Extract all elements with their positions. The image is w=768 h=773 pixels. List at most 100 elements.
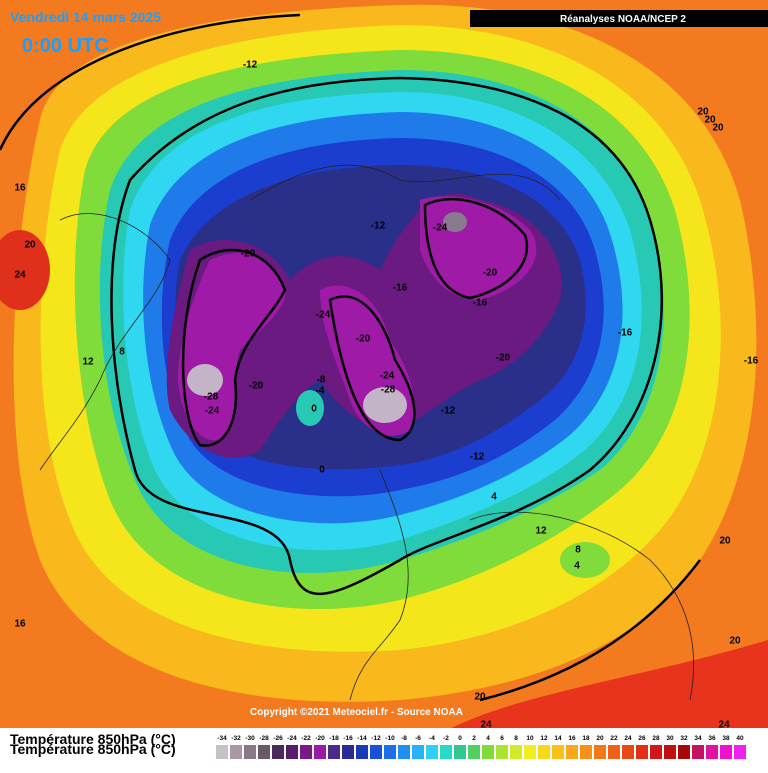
colorbar-label: 24 xyxy=(624,735,632,742)
colorbar-cell xyxy=(440,745,452,759)
colorbar-label: -14 xyxy=(357,735,367,742)
contour-label: -12 xyxy=(371,221,386,232)
colorbar-label: 2 xyxy=(472,735,476,742)
colorbar-label: 28 xyxy=(652,735,660,742)
contour-label: 16 xyxy=(14,619,26,630)
colorbar-cell xyxy=(272,745,284,759)
colorbar-cell xyxy=(412,745,424,759)
contour-label: -16 xyxy=(473,298,488,309)
contour-label: 20 xyxy=(474,692,486,703)
colorbar-label: 14 xyxy=(554,735,562,742)
colorbar-cell xyxy=(706,745,718,759)
colorbar-cell xyxy=(216,745,228,759)
colorbar-cell xyxy=(720,745,732,759)
colorbar-cell xyxy=(286,745,298,759)
contour-label: -16 xyxy=(393,283,408,294)
colorbar-cell xyxy=(342,745,354,759)
colorbar-label: 12 xyxy=(540,735,548,742)
colorbar-cell xyxy=(398,745,410,759)
colorbar-cell xyxy=(328,745,340,759)
colorbar-label: -28 xyxy=(259,735,269,742)
colorbar-cell xyxy=(594,745,606,759)
colorbar-label: 10 xyxy=(526,735,534,742)
colorbar-cell xyxy=(664,745,676,759)
contour-label: 16 xyxy=(14,183,26,194)
date-text: Vendredi 14 mars 2025 xyxy=(10,9,161,25)
zone-green-pocket xyxy=(560,542,610,578)
colorbar-cell xyxy=(552,745,564,759)
contour-label: -20 xyxy=(241,249,256,260)
colorbar-cell xyxy=(580,745,592,759)
colorbar-label: -30 xyxy=(245,735,255,742)
contour-label: -12 xyxy=(470,452,485,463)
contour-label: -16 xyxy=(618,328,633,339)
contour-label: 20 xyxy=(697,107,709,118)
colorbar-cell xyxy=(356,745,368,759)
colorbar-cell xyxy=(384,745,396,759)
contour-label: 20 xyxy=(704,115,716,126)
colorbar-label: 36 xyxy=(708,735,716,742)
colorbar-label: 22 xyxy=(610,735,618,742)
colorbar-cell xyxy=(678,745,690,759)
colorbar-cell xyxy=(258,745,270,759)
contours xyxy=(0,13,701,702)
zone-coldest-center xyxy=(363,387,407,423)
contour-label: -12 xyxy=(243,60,258,71)
contour-label: 20 xyxy=(729,636,741,647)
contour-label: 20 xyxy=(719,536,731,547)
contour-label: -28 xyxy=(204,392,219,403)
contour-label: 20 xyxy=(712,123,724,134)
colorbar-label: 16 xyxy=(568,735,576,742)
contour-label: 4 xyxy=(491,492,497,503)
colorbar-cell xyxy=(608,745,620,759)
colorbar-label: -34 xyxy=(217,735,227,742)
colorbar-cell xyxy=(636,745,648,759)
colorbar-label: -8 xyxy=(401,735,407,742)
contour-label: 8 xyxy=(575,545,581,556)
colorbar-cell xyxy=(622,745,634,759)
colorbar-cell xyxy=(370,745,382,759)
colorbar-cell xyxy=(692,745,704,759)
contour-label: -20 xyxy=(356,334,371,345)
contour-label: 12 xyxy=(82,357,94,368)
colorbar-label: 26 xyxy=(638,735,646,742)
legend-title-shadow: Température 850hPa (°C) xyxy=(10,741,176,757)
time-text: 0:00 UTC xyxy=(22,35,109,57)
colorbar-label: 38 xyxy=(722,735,730,742)
colorbar-label: 8 xyxy=(514,735,518,742)
colorbar-label: 4 xyxy=(486,735,490,742)
contour-label: 4 xyxy=(574,561,580,572)
contour-label: -24 xyxy=(380,371,395,382)
contour-label: -24 xyxy=(316,310,331,321)
colorbar-label: 34 xyxy=(694,735,702,742)
colorbar-label: -22 xyxy=(301,735,311,742)
contour-label: -12 xyxy=(441,406,456,417)
colorbar-label: -16 xyxy=(343,735,353,742)
source-box xyxy=(470,10,768,27)
contour-label: 20 xyxy=(24,240,36,251)
colorbar-label: 40 xyxy=(736,735,744,742)
contour-label: 0 xyxy=(319,465,325,476)
colorbar-cell xyxy=(426,745,438,759)
contour-label: 24 xyxy=(718,720,730,731)
colorbar-cell xyxy=(650,745,662,759)
colorbar-cell xyxy=(230,745,242,759)
zone-coldest-west xyxy=(187,364,223,396)
contour-labels: -12 16 20 24 -20 -12 -24 -16 -20 -16 -24 -20 -16 -20 -… xyxy=(14,60,758,731)
colorbar-label: -2 xyxy=(443,735,449,742)
colorbar-cell xyxy=(468,745,480,759)
copyright: Copyright ©2021 Meteociel.fr - Source NO… xyxy=(250,707,463,718)
zone-warm-pocket xyxy=(296,390,324,426)
colorbar-label: 20 xyxy=(596,735,604,742)
colorbar-label: -6 xyxy=(415,735,421,742)
colorbar-cell xyxy=(524,745,536,759)
contour-label: -20 xyxy=(249,381,264,392)
coastlines xyxy=(39,164,695,701)
colorbar-cell xyxy=(510,745,522,759)
colorbar-label: -32 xyxy=(231,735,241,742)
zone-cold-north xyxy=(443,212,467,232)
contour-label: -4 xyxy=(316,386,325,397)
contour-label: -24 xyxy=(433,223,448,234)
colorbar-label: -10 xyxy=(385,735,395,742)
contour-label: -28 xyxy=(381,385,396,396)
